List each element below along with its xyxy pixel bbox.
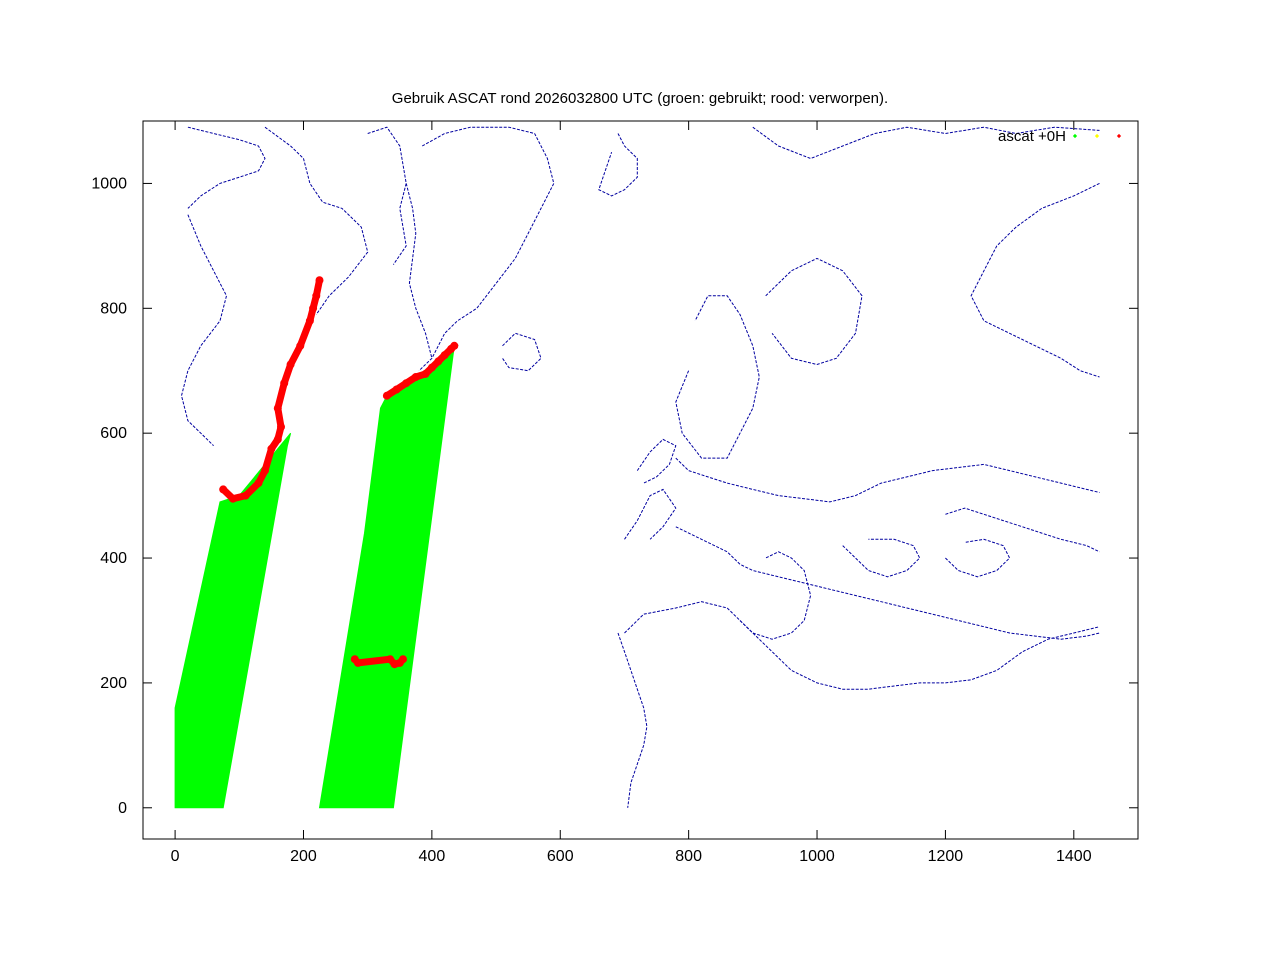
coastline-segment-1 <box>180 214 228 447</box>
coastline-segment-14 <box>675 457 1100 503</box>
coastline-segment-12 <box>636 438 677 484</box>
coastline-segment-17 <box>617 632 648 808</box>
x-tick-label: 400 <box>419 848 446 865</box>
rejected-edge-1-point-15 <box>315 276 324 285</box>
rejected-edge-2-point-0 <box>382 391 391 400</box>
coastline-segment-13 <box>624 488 677 540</box>
chart-title: Gebruik ASCAT rond 2026032800 UTC (groen… <box>392 90 888 107</box>
rejected-edge-1-point-1 <box>228 494 237 503</box>
rejected-edge-1-point-4 <box>261 466 269 475</box>
coastline-segment-2 <box>264 126 369 315</box>
legend-marker-used <box>1072 133 1078 139</box>
rejected-edge-1-point-14 <box>312 291 321 300</box>
plot-frame <box>142 120 1139 840</box>
rejected-edge-2-point-2 <box>402 379 411 388</box>
y-tick-label: 0 <box>118 800 127 817</box>
rejected-edge-2-point-1 <box>392 385 401 394</box>
rejected-edge-1-point-2 <box>241 491 250 500</box>
coastline-segment-10 <box>752 126 1100 160</box>
coastline-segment-7 <box>598 133 638 197</box>
x-tick-label: 200 <box>290 848 317 865</box>
x-tick-label: 800 <box>675 848 702 865</box>
rejected-edge-1-point-5 <box>267 444 276 453</box>
rejected-edge-2-point-4 <box>421 369 430 378</box>
rejected-edge-1-point-13 <box>309 304 318 313</box>
coastline-segment-4 <box>418 126 555 372</box>
rejected-edge-1-point-11 <box>296 341 305 350</box>
coastline-segment-8 <box>675 295 760 459</box>
coastline-layer <box>180 126 1100 808</box>
rejected-edge-1-point-3 <box>254 479 263 488</box>
y-tick-label: 1000 <box>91 175 127 192</box>
x-tick-label: 600 <box>547 848 574 865</box>
rejected-edge-2-point-7 <box>440 351 449 360</box>
series-rejected-edge-2 <box>383 342 458 400</box>
coastline-segment-6 <box>502 332 542 372</box>
rejected-edge-1-point-8 <box>273 404 282 413</box>
coastline-segment-15 <box>675 526 1100 640</box>
series-swath-1-used <box>174 432 292 809</box>
x-tick-label: 0 <box>171 848 180 865</box>
coastline-segment-0 <box>187 126 266 209</box>
data-layer <box>174 276 459 809</box>
coastline-segment-9 <box>765 257 863 366</box>
coastline-segment-3 <box>367 126 407 265</box>
rejected-edge-1-point-10 <box>286 360 295 369</box>
rejected-patch-point-5 <box>399 655 407 664</box>
y-tick-label: 400 <box>100 550 127 567</box>
rejected-edge-2-point-5 <box>427 363 436 372</box>
legend: ascat +0H <box>998 128 1122 145</box>
y-tick-label: 600 <box>100 425 127 442</box>
rejected-edge-1-point-7 <box>277 422 285 431</box>
axes: 0 200 400 600 800 1000 1200 1400 0 200 400 600 800 10… <box>91 121 1138 865</box>
y-tick-label: 200 <box>100 675 127 692</box>
x-tick-label: 1200 <box>928 848 964 865</box>
x-tick-label: 1000 <box>799 848 835 865</box>
rejected-edge-1-point-0 <box>219 485 228 494</box>
series-rejected-edge-1 <box>219 276 323 503</box>
rejected-edge-2-point-3 <box>411 373 420 381</box>
series-swath-2-used <box>318 345 459 809</box>
legend-marker-rejected <box>1116 133 1122 139</box>
coastline-segment-16 <box>624 601 1100 690</box>
legend-label: ascat +0H <box>998 128 1066 145</box>
rejected-edge-1-point-9 <box>280 379 289 388</box>
coastline-segment-11 <box>970 182 1100 378</box>
rejected-edge-2-point-6 <box>434 357 443 366</box>
x-tick-label: 1400 <box>1056 848 1092 865</box>
coastline-segment-20 <box>945 507 1100 553</box>
coastline-segment-18 <box>739 551 812 640</box>
rejected-edge-1-point-12 <box>305 316 314 325</box>
rejected-edge-2-point-9 <box>450 341 459 350</box>
coastline-segment-19 <box>842 538 921 578</box>
rejected-edge-1-point-6 <box>273 435 282 444</box>
y-tick-label: 800 <box>100 300 127 317</box>
coastline-segment-21 <box>945 538 1011 578</box>
coastline-segment-5 <box>405 183 433 359</box>
rejected-patch-point-1 <box>354 658 362 667</box>
legend-marker-unused <box>1094 133 1100 139</box>
